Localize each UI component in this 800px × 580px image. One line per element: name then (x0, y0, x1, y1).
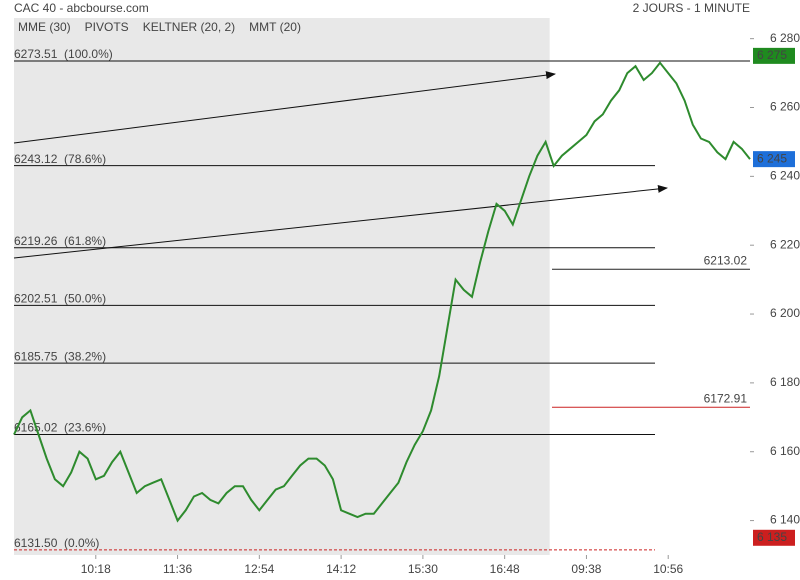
legend-entry: MME (30) (18, 20, 71, 34)
fibonacci-label: 6273.51 (100.0%) (14, 47, 113, 61)
trend-arrow (13, 71, 556, 144)
legend-entry: PIVOTS (85, 20, 129, 34)
y-tick-label: 6 160 (770, 444, 800, 458)
price-tag-label: 6 135 (757, 530, 787, 544)
price-line (13, 61, 751, 523)
price-tag (753, 47, 795, 64)
y-tick-label: 6 140 (770, 513, 800, 527)
fibonacci-label: 6219.26 (61.8%) (14, 234, 106, 248)
x-tick-label: 10:18 (81, 562, 111, 576)
x-tick-label: 10:56 (653, 562, 683, 576)
fibonacci-label: 6185.75 (38.2%) (14, 349, 106, 363)
x-tick-label: 14:12 (326, 562, 356, 576)
chart-subtitle: 2 JOURS - 1 MINUTE (633, 1, 750, 15)
price-tag-label: 6 245 (757, 151, 787, 165)
x-tick-label: 15:30 (408, 562, 438, 576)
fibonacci-label: 6165.02 (23.6%) (14, 421, 106, 435)
fibonacci-label: 6243.12 (78.6%) (14, 152, 106, 166)
x-tick-label: 16:48 (490, 562, 520, 576)
y-tick-label: 6 180 (770, 375, 800, 389)
legend-entry: KELTNER (20, 2) (143, 20, 235, 34)
x-tick-label: 12:54 (244, 562, 274, 576)
pivot-label: 6213.02 (704, 253, 748, 267)
fibonacci-label: 6131.50 (0.0%) (14, 536, 99, 550)
y-tick-label: 6 280 (770, 31, 800, 45)
trend-arrow (13, 184, 668, 259)
price-tag-label: 6 275 (757, 48, 787, 62)
y-tick-label: 6 240 (770, 169, 800, 183)
pivot-label: 6172.91 (704, 391, 748, 405)
price-tag (753, 529, 795, 546)
y-tick-label: 6 200 (770, 306, 800, 320)
y-tick-label: 6 220 (770, 237, 800, 251)
chart-title: CAC 40 - abcbourse.com (14, 1, 149, 15)
fibonacci-label: 6202.51 (50.0%) (14, 292, 106, 306)
legend-entry: MMT (20) (249, 20, 301, 34)
y-tick-label: 6 260 (770, 100, 800, 114)
x-tick-label: 11:36 (163, 562, 192, 576)
x-tick-label: 09:38 (571, 562, 601, 576)
price-tag (753, 151, 795, 168)
